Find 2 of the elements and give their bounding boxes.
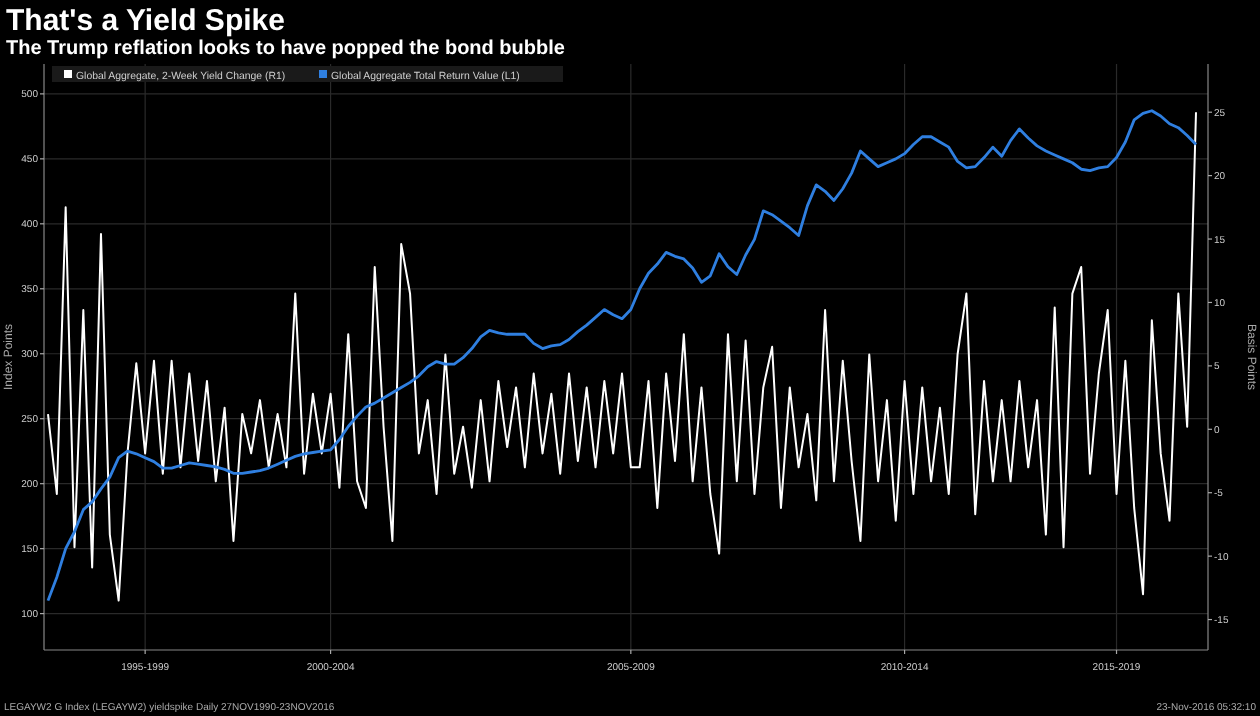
chart-subtitle: The Trump reflation looks to have popped the bond bubble [6, 38, 566, 60]
chart-title: That's a Yield Spike [6, 4, 285, 38]
